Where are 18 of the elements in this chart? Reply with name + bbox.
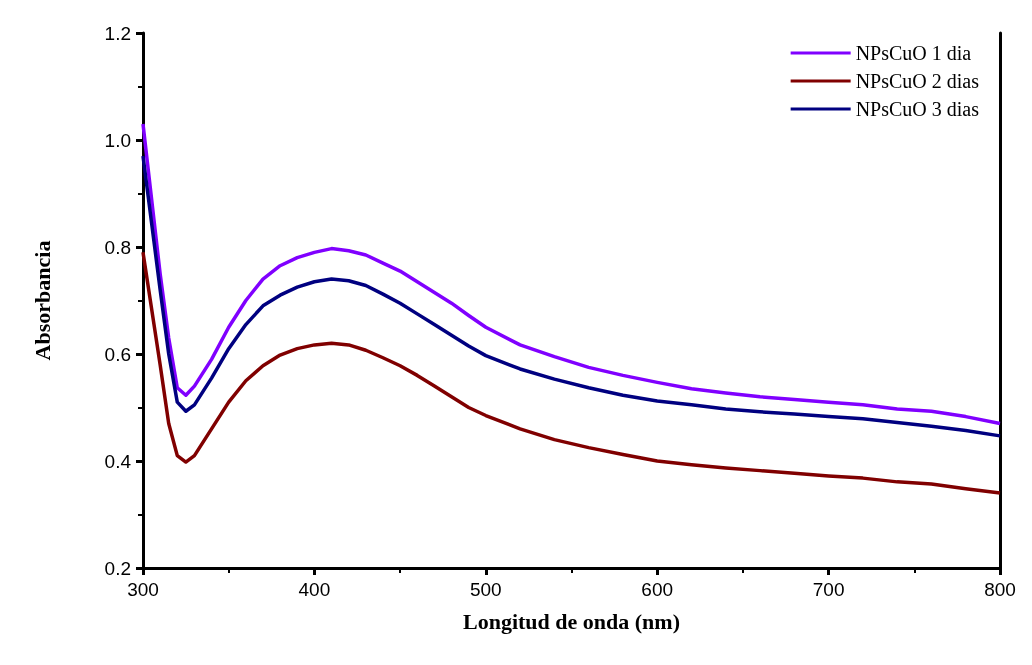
y-tick-label: 0.4 xyxy=(104,450,132,472)
legend-label: NPsCuO 2 dias xyxy=(855,70,980,92)
x-tick-label: 400 xyxy=(298,579,331,600)
x-tick-label: 700 xyxy=(812,579,845,600)
y-tick-label: 1.2 xyxy=(104,22,131,44)
y-tick-label: 0.6 xyxy=(104,343,131,365)
legend-label: NPsCuO 1 dia xyxy=(855,42,972,64)
x-tick-label: 600 xyxy=(641,579,674,600)
legend-label: NPsCuO 3 dias xyxy=(855,98,980,120)
y-axis-title: Absorbancia xyxy=(29,240,55,361)
y-tick-label: 0.8 xyxy=(104,236,131,258)
x-tick-label: 500 xyxy=(469,579,502,600)
line-series xyxy=(141,250,1002,495)
x-tick-label: 300 xyxy=(127,579,159,600)
x-tick-label: 800 xyxy=(984,579,1016,600)
y-tick-label: 0.2 xyxy=(104,557,131,579)
x-axis-title: Longitud de onda (nm) xyxy=(462,608,681,634)
y-tick-label: 1.0 xyxy=(104,129,131,151)
